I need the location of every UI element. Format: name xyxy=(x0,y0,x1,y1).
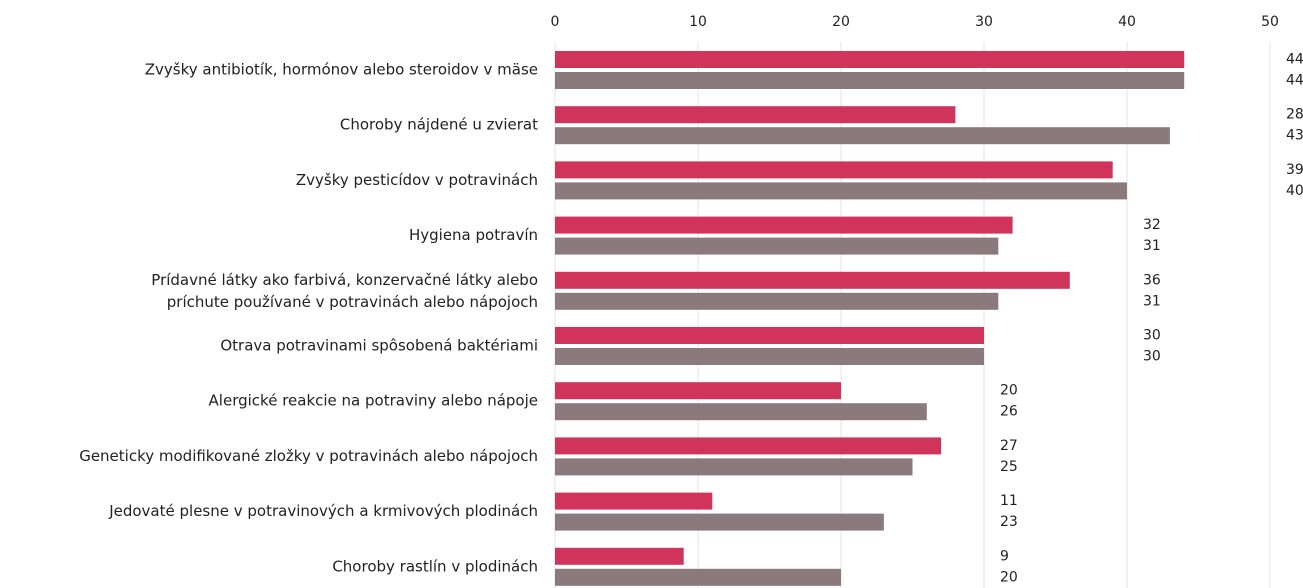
value-label: 36 xyxy=(1143,272,1161,288)
value-label: 27 xyxy=(1000,438,1018,454)
value-label: 30 xyxy=(1143,349,1161,365)
bar xyxy=(555,547,684,565)
category-label: Choroby nájdené u zvierat xyxy=(340,116,538,134)
bar xyxy=(555,513,884,531)
value-label: 31 xyxy=(1143,293,1161,309)
bar xyxy=(555,237,999,255)
category-label: Geneticky modifikované zložky v potravin… xyxy=(79,447,538,465)
bar xyxy=(555,72,1185,89)
category-label: Jedovaté plesne v potravinových a krmivo… xyxy=(108,502,538,520)
value-label: 43 xyxy=(1286,128,1303,144)
bar xyxy=(555,437,942,455)
x-tick-label: 0 xyxy=(551,14,560,30)
bar xyxy=(555,292,999,310)
value-label: 31 xyxy=(1143,238,1161,254)
x-tick-label: 40 xyxy=(1118,14,1136,30)
value-label: 9 xyxy=(1000,548,1009,564)
bar xyxy=(555,382,841,400)
value-label: 39 xyxy=(1286,162,1303,178)
x-tick-label: 30 xyxy=(975,14,993,30)
category-label: Zvyšky antibiotík, hormónov alebo steroi… xyxy=(145,61,538,79)
x-tick-label: 10 xyxy=(689,14,707,30)
bar xyxy=(555,492,713,510)
value-label: 11 xyxy=(1000,493,1018,509)
value-label: 30 xyxy=(1143,328,1161,344)
value-label: 23 xyxy=(1000,514,1018,530)
bar xyxy=(555,127,1170,145)
bar xyxy=(555,161,1113,179)
bar xyxy=(555,403,927,421)
bar xyxy=(555,106,956,124)
value-label: 44 xyxy=(1286,52,1303,68)
bar xyxy=(555,216,1013,234)
bar xyxy=(555,458,913,476)
bar xyxy=(555,271,1070,289)
value-label: 28 xyxy=(1286,107,1303,123)
category-label: Otrava potravinami spôsobená baktériami xyxy=(220,337,538,355)
value-label: 25 xyxy=(1000,459,1018,475)
value-label: 32 xyxy=(1143,217,1161,233)
category-label: Zvyšky pesticídov v potravinách xyxy=(296,171,538,189)
x-tick-label: 50 xyxy=(1261,14,1279,30)
value-label: 26 xyxy=(1000,404,1018,420)
category-label: Alergické reakcie na potraviny alebo náp… xyxy=(209,392,538,410)
value-label: 40 xyxy=(1286,183,1303,199)
x-tick-label: 20 xyxy=(832,14,850,30)
value-label: 20 xyxy=(1000,569,1018,585)
category-label: Prídavné látky ako farbivá, konzervačné … xyxy=(151,270,538,310)
category-label: Hygiena potravín xyxy=(409,226,538,244)
value-label: 20 xyxy=(1000,383,1018,399)
bar xyxy=(555,568,841,586)
bar xyxy=(555,348,984,365)
bar xyxy=(555,182,1127,200)
bar xyxy=(555,327,984,344)
category-label: Choroby rastlín v plodinách xyxy=(332,557,538,575)
value-label: 44 xyxy=(1286,73,1303,89)
bar xyxy=(555,51,1185,68)
